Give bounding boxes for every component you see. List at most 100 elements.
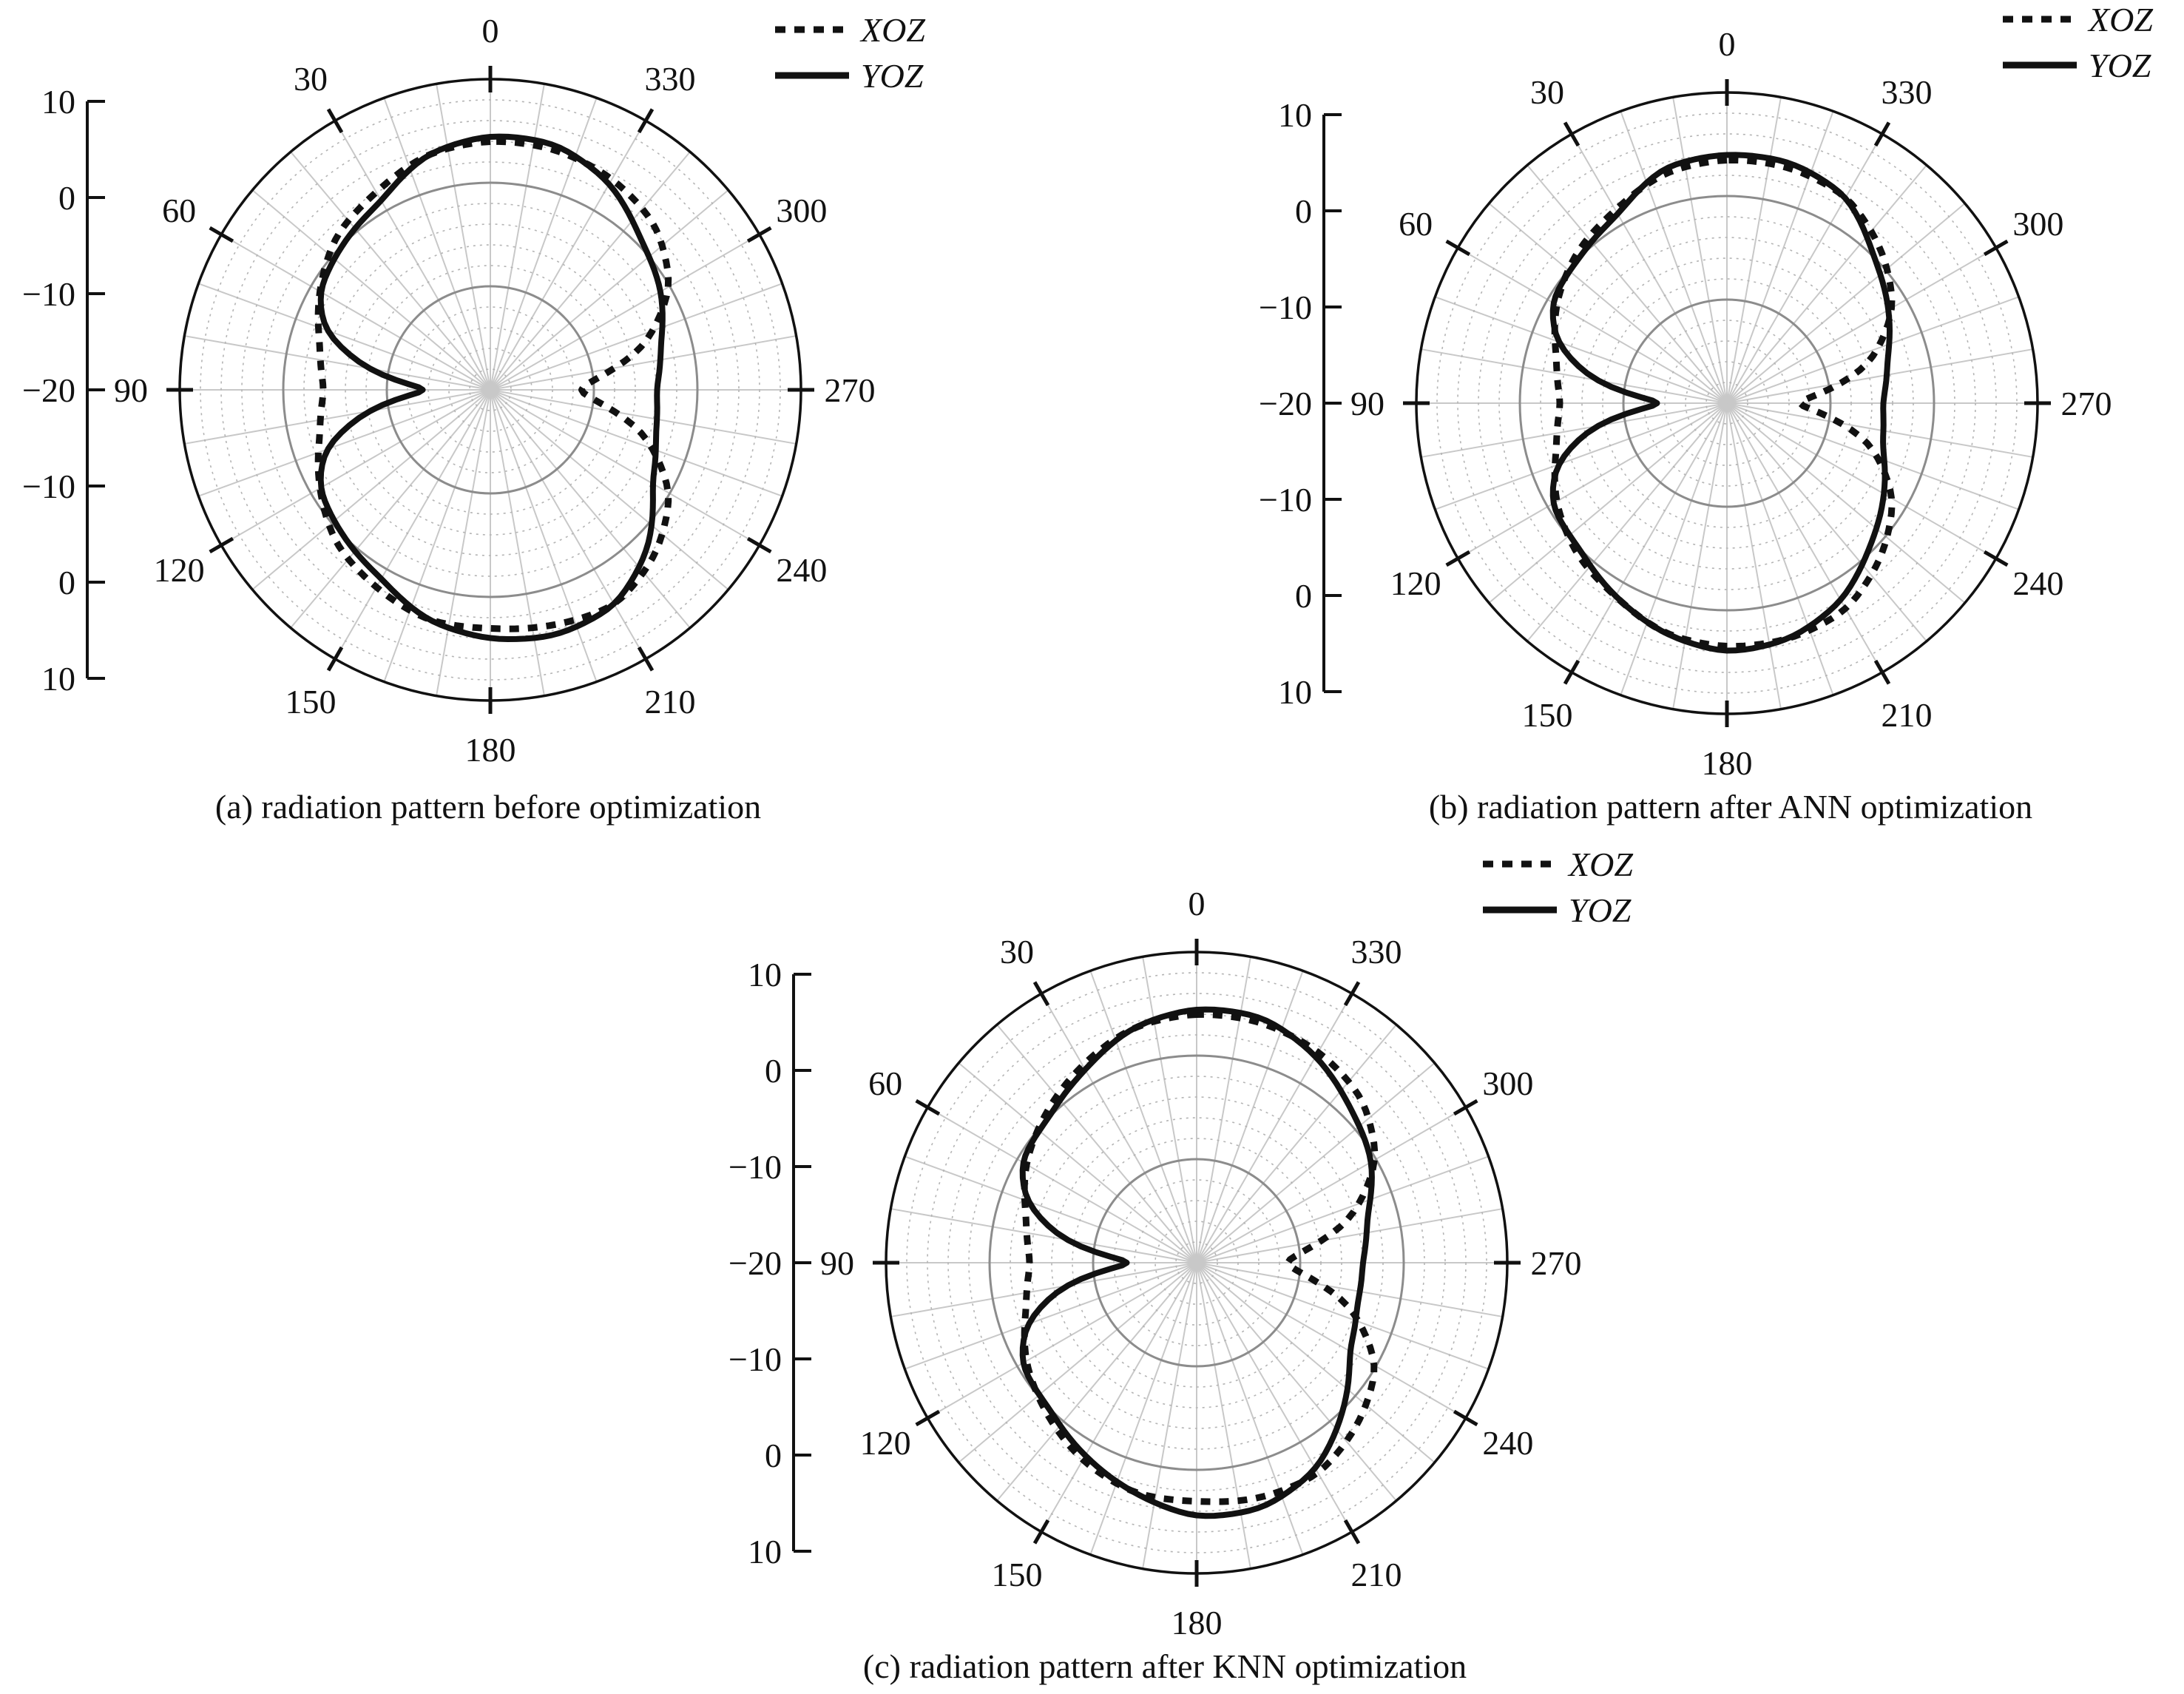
caption: (b) radiation pattern after ANN optimiza…: [1429, 788, 2032, 826]
angle-tick-label: 240: [1482, 1424, 1533, 1462]
angular-grid-line: [220, 389, 491, 546]
angular-grid-line: [197, 389, 491, 497]
radial-scale-label: −20: [1259, 385, 1312, 422]
radial-scale-label: −10: [22, 468, 75, 505]
angular-grid-line: [1196, 1262, 1436, 1463]
radial-grid-ring-minor: [1113, 1179, 1280, 1346]
angular-grid-line: [958, 1062, 1197, 1263]
angular-grid-line: [490, 389, 545, 696]
angular-grid-line: [490, 151, 691, 391]
caption: (a) radiation pattern before optimizatio…: [215, 788, 761, 826]
angular-grid-line: [1457, 402, 1728, 559]
radial-scale-label: 0: [1295, 192, 1312, 230]
angle-tick-label: 120: [1390, 564, 1441, 602]
radial-grid-ring-minor: [427, 327, 553, 453]
angle-tick-label: 0: [1719, 25, 1736, 63]
angle-tick-label: 0: [1189, 885, 1206, 922]
angle-tick-label: 210: [1882, 696, 1933, 734]
angular-grid-line: [1726, 110, 1834, 404]
radial-grid-ring-minor: [303, 203, 677, 577]
series-yoz-line: [1549, 152, 1893, 654]
angular-grid-line: [1488, 203, 1728, 404]
radial-grid-ring-minor: [1478, 154, 1976, 652]
angular-grid-line: [490, 234, 760, 391]
angular-grid-line: [1196, 1262, 1490, 1370]
angle-tick-label: 30: [1530, 73, 1564, 111]
angular-grid-line: [383, 389, 491, 683]
angle-tick: [1032, 981, 1050, 1007]
radial-scale-label: 10: [748, 1533, 782, 1570]
angle-tick-label: 90: [1350, 385, 1385, 422]
radial-grid-ring-minor: [241, 141, 740, 639]
radial-scale-label: 10: [748, 956, 782, 993]
angular-grid-line: [1421, 348, 1728, 404]
angular-grid-line: [1527, 402, 1728, 642]
panel-c: (c) radiation pattern after KNN optimiza…: [728, 846, 1633, 1685]
radial-grid-ring-minor: [1436, 112, 2018, 694]
angular-grid-line: [1457, 247, 1728, 404]
angle-tick-label: 0: [482, 12, 499, 50]
angle-tick-label: 120: [860, 1424, 911, 1462]
angle-tick: [326, 108, 344, 134]
series-xoz-line: [1021, 1010, 1379, 1505]
angular-grid-line: [1196, 1262, 1467, 1419]
angular-grid-line: [958, 1262, 1197, 1463]
angle-tick-label: 330: [1882, 73, 1933, 111]
angle-tick-label: 60: [1399, 205, 1433, 243]
angular-grid-line: [1196, 1262, 1251, 1569]
radial-grid-ring: [1092, 1158, 1302, 1368]
angular-grid-line: [1726, 133, 1883, 404]
angle-tick-label: 150: [285, 683, 337, 721]
radial-scale-label: −10: [728, 1148, 782, 1186]
radial-grid-ring: [385, 285, 595, 495]
angular-grid-line: [1196, 956, 1251, 1263]
angle-tick: [1343, 981, 1361, 1007]
angular-grid-line: [1196, 1208, 1503, 1263]
angular-grid-line: [436, 84, 491, 391]
radial-scale-label: 0: [58, 564, 75, 601]
radial-grid-ring: [988, 1054, 1405, 1471]
angular-grid-line: [436, 389, 491, 696]
angular-grid-line: [334, 120, 491, 391]
angle-tick-label: 270: [1531, 1244, 1582, 1282]
radial-scale-label: −10: [22, 275, 75, 313]
angle-tick-label: 210: [1351, 1556, 1402, 1593]
radial-grid-ring-minor: [448, 348, 533, 432]
angular-grid-line: [1726, 402, 1883, 673]
angular-grid-line: [1488, 402, 1728, 604]
angle-tick-label: 240: [776, 551, 827, 589]
radial-grid-ring-minor: [469, 368, 512, 411]
caption: (c) radiation pattern after KNN optimiza…: [863, 1647, 1467, 1685]
angular-grid-line: [220, 234, 491, 391]
angular-grid-line: [1089, 970, 1197, 1263]
angle-tick: [1983, 239, 2009, 257]
angle-tick: [746, 226, 772, 243]
radial-grid-ring-minor: [1154, 1221, 1239, 1305]
radial-scale-label: 10: [1278, 673, 1312, 711]
radial-grid-ring-minor: [220, 120, 760, 660]
angular-grid-line: [1672, 97, 1728, 404]
angular-grid-line: [334, 389, 491, 660]
angular-grid-line: [1726, 348, 2033, 404]
angular-grid-line: [1726, 402, 2033, 458]
angle-tick-label: 270: [2061, 385, 2112, 422]
radial-grid-ring-minor: [1072, 1138, 1322, 1388]
radial-scale-label: −20: [728, 1244, 782, 1282]
angular-grid-line: [490, 389, 797, 445]
angle-tick: [209, 226, 234, 243]
angular-grid-line: [490, 389, 729, 590]
angle-tick-label: 90: [114, 371, 148, 409]
angle-tick-label: 270: [825, 371, 876, 409]
angular-grid-line: [490, 389, 783, 497]
angle-tick: [209, 536, 234, 554]
angular-grid-line: [1196, 1262, 1503, 1317]
legend-label-xoz: XOZ: [1567, 846, 1633, 883]
angular-grid-line: [996, 1262, 1197, 1502]
angle-tick: [1453, 1099, 1478, 1116]
angle-tick: [637, 108, 655, 134]
radial-grid-ring-minor: [1457, 133, 1997, 673]
radial-grid-ring-minor: [1664, 340, 1790, 466]
angle-tick-label: 330: [645, 60, 696, 98]
angular-grid-line: [1196, 1024, 1397, 1263]
